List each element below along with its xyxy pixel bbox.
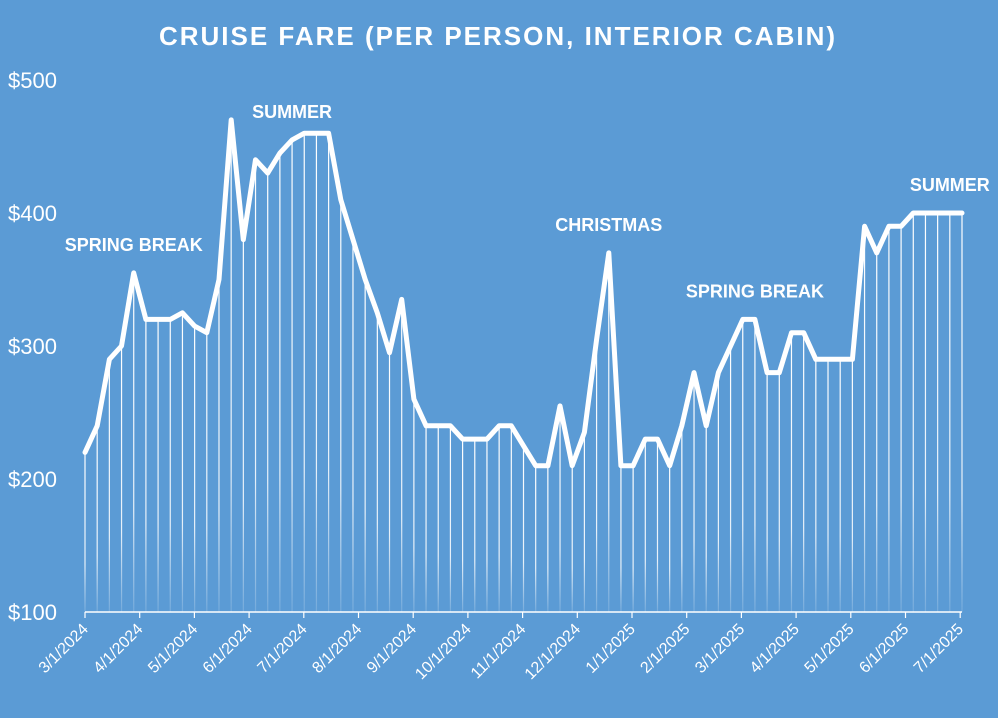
drop-line bbox=[279, 153, 281, 612]
drop-line bbox=[242, 239, 244, 612]
drop-line bbox=[656, 439, 659, 612]
drop-line bbox=[96, 425, 98, 612]
drop-line bbox=[133, 272, 135, 612]
drop-line bbox=[437, 425, 439, 612]
drop-line bbox=[291, 139, 293, 612]
annotations-group: SPRING BREAK SUMMER CHRISTMAS SPRING BREAK S… bbox=[65, 102, 990, 302]
drop-line bbox=[924, 213, 927, 612]
drop-line bbox=[84, 452, 86, 612]
annotation-label: CHRISTMAS bbox=[555, 215, 662, 235]
drop-line bbox=[912, 213, 914, 612]
y-tick-label: $100 bbox=[8, 600, 57, 625]
chart-title: CRUISE FARE (PER PERSON, INTERIOR CABIN) bbox=[159, 21, 837, 51]
drop-line bbox=[328, 133, 330, 612]
y-tick-labels: $100 $200 $300 $400 $500 bbox=[8, 68, 57, 625]
drop-line bbox=[863, 226, 866, 613]
annotation-label: SUMMER bbox=[910, 175, 990, 195]
drop-line bbox=[778, 372, 780, 612]
annotation-label: SUMMER bbox=[252, 102, 332, 122]
drop-line bbox=[267, 173, 269, 612]
drop-line bbox=[742, 319, 744, 612]
drop-line bbox=[340, 199, 342, 612]
drop-line bbox=[535, 465, 537, 612]
series-line-group bbox=[82, 117, 965, 469]
drop-line bbox=[413, 399, 415, 612]
drop-line bbox=[681, 425, 683, 612]
drop-line bbox=[583, 432, 586, 612]
drop-line bbox=[815, 359, 817, 612]
drop-line bbox=[766, 372, 768, 612]
drop-line bbox=[425, 425, 427, 612]
drop-line bbox=[145, 319, 147, 612]
drop-line bbox=[401, 299, 403, 612]
drop-line bbox=[498, 425, 500, 612]
drop-line bbox=[206, 332, 208, 612]
drop-line bbox=[644, 439, 646, 612]
drop-line bbox=[157, 319, 159, 612]
drop-line bbox=[851, 359, 853, 612]
drop-line bbox=[230, 119, 232, 613]
drop-line bbox=[949, 213, 951, 612]
drop-line bbox=[632, 465, 634, 612]
drop-line bbox=[474, 439, 476, 612]
drop-line bbox=[486, 439, 488, 612]
drop-line bbox=[888, 226, 890, 613]
drop-lines-group bbox=[84, 119, 963, 613]
y-tick-label: $300 bbox=[8, 334, 57, 359]
drop-line bbox=[303, 133, 305, 612]
drop-line bbox=[120, 346, 123, 612]
drop-line bbox=[961, 213, 963, 612]
series-line bbox=[82, 117, 965, 469]
drop-line bbox=[937, 213, 939, 612]
drop-line bbox=[705, 425, 707, 612]
drop-line bbox=[352, 239, 354, 612]
drop-line bbox=[547, 465, 549, 612]
drop-line bbox=[388, 352, 391, 612]
drop-line bbox=[449, 425, 452, 612]
drop-line bbox=[729, 346, 732, 612]
drop-line bbox=[608, 252, 610, 612]
drop-line bbox=[900, 226, 902, 613]
drop-line bbox=[693, 372, 695, 612]
y-tick-label: $500 bbox=[8, 68, 57, 93]
drop-line bbox=[876, 252, 878, 612]
drop-line bbox=[181, 312, 184, 612]
drop-line bbox=[559, 405, 561, 612]
drop-line bbox=[218, 279, 220, 612]
drop-line bbox=[754, 319, 756, 612]
drop-line bbox=[595, 339, 598, 612]
drop-line bbox=[364, 279, 366, 612]
drop-line bbox=[376, 312, 378, 612]
drop-line bbox=[461, 439, 464, 612]
drop-line bbox=[803, 332, 805, 612]
annotation-label: SPRING BREAK bbox=[686, 281, 824, 301]
drop-line bbox=[620, 465, 622, 612]
drop-line bbox=[717, 372, 719, 612]
drop-line bbox=[669, 465, 671, 612]
drop-line bbox=[315, 133, 318, 612]
drop-line bbox=[839, 359, 841, 612]
drop-line bbox=[510, 425, 512, 612]
drop-line bbox=[571, 465, 573, 612]
drop-line bbox=[522, 445, 525, 612]
annotation-label: SPRING BREAK bbox=[65, 235, 203, 255]
drop-line bbox=[108, 359, 110, 612]
drop-line bbox=[790, 332, 793, 612]
drop-line bbox=[169, 319, 171, 612]
y-tick-label: $200 bbox=[8, 467, 57, 492]
drop-line bbox=[827, 359, 829, 612]
y-tick-label: $400 bbox=[8, 201, 57, 226]
drop-line bbox=[254, 159, 257, 613]
drop-line bbox=[194, 326, 196, 612]
